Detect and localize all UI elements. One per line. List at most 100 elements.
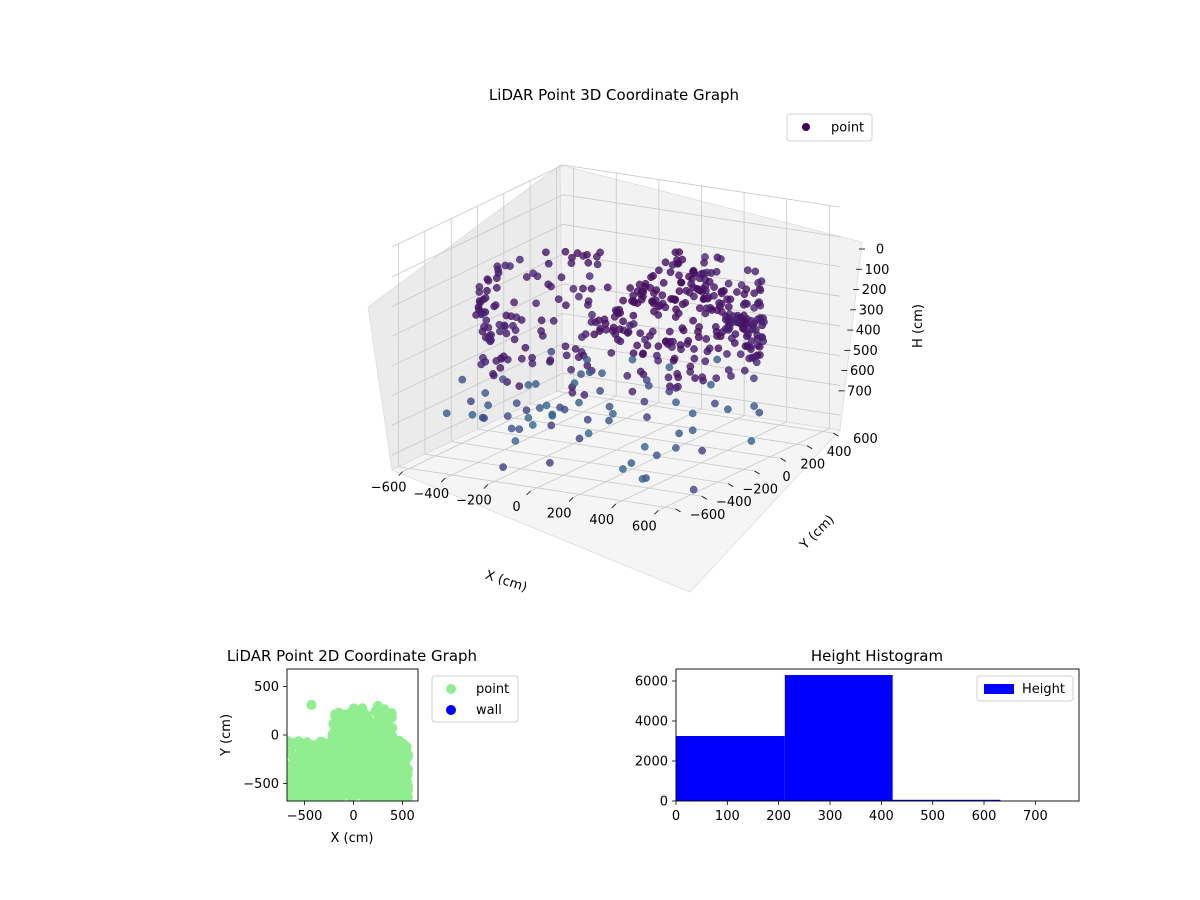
point-3d [623,329,632,337]
point-3d [538,331,547,340]
point-2d [360,735,370,746]
point-3d [750,289,759,298]
grid-line [451,441,729,485]
point-3d [703,347,712,356]
point-3d [585,272,594,280]
point-3d [579,284,587,293]
legend-box [976,675,1074,702]
point-2d [342,778,353,788]
scatter2d-legend: point wall [431,675,519,723]
point-3d [740,366,749,375]
point-3d [639,349,647,358]
point-3d [674,373,683,382]
legend-point-marker [802,123,810,131]
point-3d [577,370,585,378]
y-tick [806,445,813,450]
point-3d [704,293,713,301]
point-3d [665,387,674,396]
y-tick-label: 6000 [635,675,668,690]
point-3d [722,324,730,333]
point-3d [713,355,722,364]
point-3d [511,437,520,445]
point-3d [741,299,749,308]
point-3d [605,402,614,411]
point-3d [616,309,625,317]
scatter3d-chart: LiDAR Point 3D Coordinate Graph −600 −400… [367,86,926,595]
point-3d [611,330,620,339]
point-3d [479,353,487,362]
point-3d [678,324,687,332]
x-tick-label: −600 [371,481,407,496]
y-tick-label: 0 [782,470,790,485]
point-2d [368,784,379,795]
point-3d [528,421,537,429]
point-2d [363,748,374,759]
point-3d [583,356,591,364]
y-tick-label: 600 [853,432,878,447]
point-2d [330,710,341,721]
x-tick-label: 0 [349,809,357,824]
point-3d [477,310,486,319]
y-tick-label: −500 [243,777,279,792]
point-3d [546,356,555,364]
point-2d [393,758,404,769]
point-3d [723,350,731,358]
point-3d [609,409,617,418]
point-3d [672,444,680,452]
point-3d [755,408,764,417]
x-tick-label: 500 [390,809,415,824]
point-3d [583,250,591,259]
point-3d [596,248,604,257]
point-3d [626,284,635,292]
point-3d [442,409,451,418]
scatter3d-zlabel: H (cm) [911,304,926,348]
y-tick-label: −600 [690,508,726,523]
legend-height-label: Height [1022,682,1065,697]
y-tick-label: 0 [271,729,279,744]
z-tick-label: 500 [853,344,878,359]
histogram-legend: Height [976,675,1074,702]
point-3d [549,317,558,325]
x-tick [568,497,574,502]
point-3d [677,278,685,287]
x-tick [654,510,659,515]
point-3d [499,375,507,384]
point-2d [380,741,391,752]
x-tick [398,471,403,476]
point-3d [717,255,725,263]
point-3d [675,287,684,295]
point-3d [575,434,584,443]
point-2d [294,792,305,801]
histogram-frame [675,668,1080,802]
x-tick-label: 400 [869,809,894,824]
point-3d [546,458,554,467]
point-3d [755,342,764,351]
z-tick-label: 700 [847,384,872,399]
scatter2d-xlabel: X (cm) [331,831,374,846]
point-3d [672,398,680,407]
point-2d [336,770,347,781]
point-2d [332,756,343,767]
x-tick-label: −400 [413,487,449,502]
point-3d [705,277,714,286]
point-3d [532,299,540,308]
legend-wall-label: wall [476,703,502,718]
point-2d [402,778,413,789]
y-tick-label: 200 [800,457,825,472]
point-3d [524,381,533,389]
point-3d [475,283,484,291]
grid-line [391,313,841,397]
point-3d [690,269,699,278]
point-3d [524,413,533,422]
grid-line [530,403,808,447]
point-3d [626,321,634,330]
histogram-title: Height Histogram [811,647,943,665]
point-3d [515,425,524,434]
point-2d [352,789,363,800]
point-3d [720,287,728,295]
x-tick-label: 400 [589,513,614,528]
point-3d [585,368,594,377]
scatter2d-title: LiDAR Point 2D Coordinate Graph [227,647,477,665]
grid-line [424,453,702,497]
histogram-bars [676,675,1001,801]
